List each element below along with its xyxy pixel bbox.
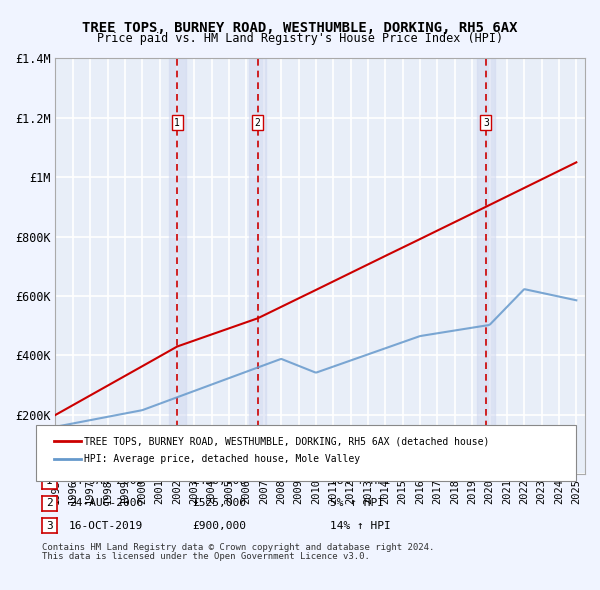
Text: 24-AUG-2006: 24-AUG-2006 [69, 499, 143, 508]
Text: 3: 3 [46, 521, 53, 530]
Text: 1: 1 [174, 118, 180, 128]
Text: 2: 2 [46, 499, 53, 508]
Bar [169, 58, 186, 474]
Text: £900,000: £900,000 [192, 521, 246, 530]
Text: £525,000: £525,000 [192, 499, 246, 508]
Text: 1: 1 [46, 476, 53, 486]
Text: 16-OCT-2019: 16-OCT-2019 [69, 521, 143, 530]
Bar [249, 58, 266, 474]
Bar [477, 58, 494, 474]
Text: 2: 2 [255, 118, 260, 128]
Text: 18% ↑ HPI: 18% ↑ HPI [330, 476, 391, 486]
Text: 14% ↑ HPI: 14% ↑ HPI [330, 521, 391, 530]
Text: 5% ↑ HPI: 5% ↑ HPI [330, 499, 384, 508]
Text: Price paid vs. HM Land Registry's House Price Index (HPI): Price paid vs. HM Land Registry's House … [97, 32, 503, 45]
Text: TREE TOPS, BURNEY ROAD, WESTHUMBLE, DORKING, RH5 6AX: TREE TOPS, BURNEY ROAD, WESTHUMBLE, DORK… [82, 21, 518, 35]
Text: Contains HM Land Registry data © Crown copyright and database right 2024.: Contains HM Land Registry data © Crown c… [42, 543, 434, 552]
Text: £430,000: £430,000 [192, 476, 246, 486]
Text: 3: 3 [483, 118, 489, 128]
Text: This data is licensed under the Open Government Licence v3.0.: This data is licensed under the Open Gov… [42, 552, 370, 561]
Text: TREE TOPS, BURNEY ROAD, WESTHUMBLE, DORKING, RH5 6AX (detached house): TREE TOPS, BURNEY ROAD, WESTHUMBLE, DORK… [84, 437, 490, 446]
Text: 04-JAN-2002: 04-JAN-2002 [69, 476, 143, 486]
Text: HPI: Average price, detached house, Mole Valley: HPI: Average price, detached house, Mole… [84, 454, 360, 464]
